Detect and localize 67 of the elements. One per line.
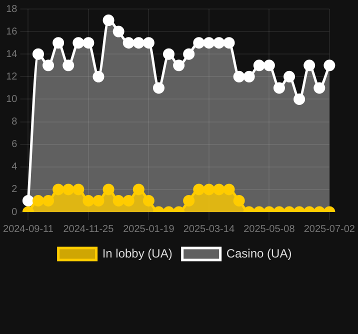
point xyxy=(193,37,205,49)
point xyxy=(253,60,265,72)
point xyxy=(314,82,326,94)
point xyxy=(193,184,205,196)
point xyxy=(163,48,175,60)
point xyxy=(173,60,185,72)
point xyxy=(42,60,54,72)
point xyxy=(122,37,134,49)
point xyxy=(82,194,94,206)
x-tick-label: 2025-05-08 xyxy=(244,224,296,235)
legend-label: Casino (UA) xyxy=(226,246,292,260)
point xyxy=(72,184,84,196)
point xyxy=(294,93,306,105)
point xyxy=(233,194,245,206)
y-tick-label: 14 xyxy=(6,48,18,60)
point xyxy=(32,194,44,206)
point xyxy=(122,194,134,206)
point xyxy=(243,70,255,82)
y-tick-label: 10 xyxy=(6,94,18,105)
y-tick-label: 18 xyxy=(6,4,18,15)
point xyxy=(92,194,104,206)
point xyxy=(112,194,124,206)
point xyxy=(142,194,154,206)
legend-label: In lobby (UA) xyxy=(102,246,172,260)
point xyxy=(62,60,74,72)
point xyxy=(213,37,225,49)
y-tick-label: 6 xyxy=(12,139,18,150)
point xyxy=(112,26,124,38)
point xyxy=(62,184,74,196)
point xyxy=(152,82,164,94)
point xyxy=(52,37,64,49)
x-tick-label: 2025-07-02 xyxy=(304,224,356,235)
y-tick-label: 0 xyxy=(12,206,18,218)
x-tick-label: 2024-11-25 xyxy=(63,224,114,235)
y-tick-label: 2 xyxy=(12,184,18,196)
point xyxy=(183,48,195,60)
y-tick-label: 16 xyxy=(6,26,18,38)
y-tick-label: 12 xyxy=(6,71,18,82)
point xyxy=(102,14,114,26)
y-tick-label: 8 xyxy=(12,116,18,128)
point xyxy=(102,184,114,196)
point xyxy=(82,37,94,49)
point xyxy=(142,37,154,49)
point xyxy=(203,37,215,49)
point xyxy=(213,184,225,196)
x-tick-label: 2024-09-11 xyxy=(2,224,54,235)
y-tick-label: 4 xyxy=(12,162,18,173)
point xyxy=(284,70,296,82)
point xyxy=(92,70,104,82)
point xyxy=(263,60,275,72)
point xyxy=(132,184,144,196)
point xyxy=(32,48,44,60)
point xyxy=(52,184,64,196)
point xyxy=(223,37,235,49)
point xyxy=(72,37,84,49)
x-tick-label: 2025-03-14 xyxy=(183,224,235,235)
point xyxy=(273,82,285,94)
x-tick-label: 2025-01-19 xyxy=(123,224,175,235)
point xyxy=(203,184,215,196)
point xyxy=(22,194,34,206)
point xyxy=(183,194,195,206)
point xyxy=(223,184,235,196)
point xyxy=(324,60,336,72)
point xyxy=(132,37,144,49)
point xyxy=(304,60,316,72)
point xyxy=(233,70,245,82)
point xyxy=(42,194,54,206)
